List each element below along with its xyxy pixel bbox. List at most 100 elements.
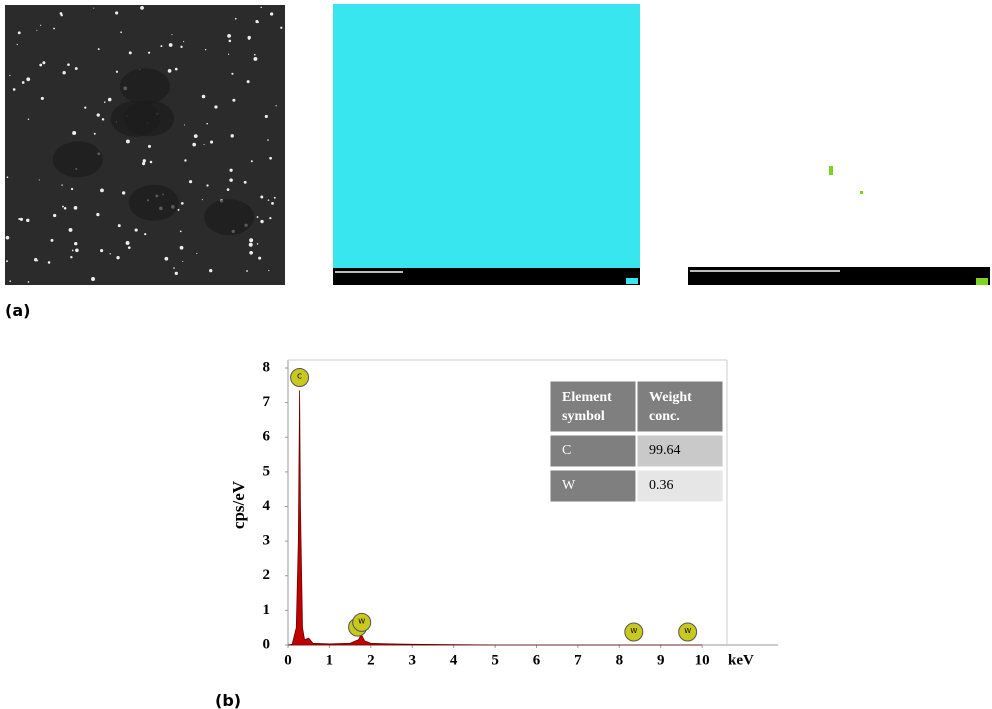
speck: [40, 24, 42, 26]
speck: [273, 196, 276, 199]
x-tick-label: 8: [616, 652, 624, 668]
speck: [53, 27, 55, 30]
speck: [9, 74, 11, 77]
speck: [53, 213, 57, 218]
speck: [268, 269, 270, 272]
speck: [117, 224, 121, 228]
peak-marker: [678, 622, 698, 642]
speck: [174, 67, 178, 71]
speck: [196, 252, 198, 255]
table-value: 0.36: [649, 478, 674, 493]
scale-line: [335, 271, 403, 273]
speck: [271, 201, 274, 205]
speck: [96, 212, 100, 217]
table-cell: [636, 469, 724, 503]
speck: [91, 277, 96, 281]
speck: [115, 70, 119, 73]
speck: [201, 94, 206, 99]
table-header-cell: [636, 380, 724, 433]
carbon-map: [333, 4, 640, 268]
speck: [256, 243, 259, 245]
speck: [201, 199, 203, 201]
peak-marker: [624, 622, 644, 642]
speck: [249, 250, 253, 255]
peak-label: W: [358, 617, 365, 625]
speck: [26, 218, 30, 223]
speck: [61, 184, 63, 186]
x-tick-label: 6: [533, 652, 541, 668]
speck: [18, 218, 21, 220]
speck: [125, 241, 130, 245]
peak-marker: [352, 612, 372, 632]
speck: [125, 139, 130, 144]
speck: [72, 130, 77, 135]
speck: [275, 105, 277, 107]
table-cell: [549, 434, 637, 468]
y-tick-label: 6: [263, 429, 271, 445]
speck: [209, 268, 213, 273]
speck: [100, 249, 104, 253]
speck: [84, 106, 87, 109]
y-tick-label: 0: [263, 636, 271, 652]
speck: [203, 143, 205, 146]
speck: [270, 12, 274, 16]
speck: [107, 97, 112, 102]
speck: [253, 56, 258, 61]
speck: [101, 118, 105, 121]
speck: [180, 45, 183, 48]
y-tick-label: 4: [263, 498, 271, 514]
map-images: [5, 4, 990, 285]
speck: [27, 118, 30, 121]
speck: [93, 7, 95, 9]
speck: [142, 159, 146, 163]
x-tick-label: 9: [657, 652, 665, 668]
speck: [167, 69, 172, 73]
scale-bar: [688, 267, 990, 285]
speck: [204, 48, 207, 51]
y-axis-label: cps/eV: [229, 480, 248, 529]
speck: [210, 140, 214, 144]
shade: [128, 184, 179, 221]
speck: [164, 256, 169, 261]
speck: [127, 246, 131, 250]
speck: [269, 216, 272, 220]
x-axis-label: keV: [728, 652, 754, 668]
tungsten-spot: [829, 166, 833, 175]
table-value: W: [562, 478, 576, 493]
speck: [260, 219, 264, 224]
speck: [26, 77, 31, 82]
shade: [119, 68, 170, 105]
speck: [174, 271, 178, 276]
speck: [230, 134, 234, 138]
y-tick-label: 7: [263, 394, 271, 410]
y-tick-label: 3: [263, 533, 271, 549]
y-tick-label: 1: [263, 602, 271, 618]
speck: [255, 20, 259, 24]
speck: [50, 238, 54, 242]
speck: [97, 48, 100, 51]
speck: [38, 179, 40, 181]
speck: [206, 122, 208, 125]
speck: [267, 139, 269, 141]
speck: [269, 156, 272, 160]
speck: [36, 29, 38, 31]
speck: [100, 188, 104, 193]
speck: [70, 256, 73, 259]
speck: [229, 168, 233, 172]
speck: [128, 51, 132, 55]
peak-label: W: [684, 627, 691, 635]
speck: [258, 256, 262, 260]
speck: [19, 217, 23, 221]
scale-line: [690, 270, 840, 272]
table-value: 99.64: [649, 443, 681, 458]
speck: [59, 12, 63, 15]
speck: [103, 101, 106, 103]
speck: [9, 280, 12, 282]
speck: [62, 205, 64, 208]
speck: [256, 216, 259, 218]
speck: [16, 43, 18, 46]
speck: [149, 160, 153, 164]
map-swatch: [626, 278, 638, 284]
speck: [71, 249, 74, 252]
